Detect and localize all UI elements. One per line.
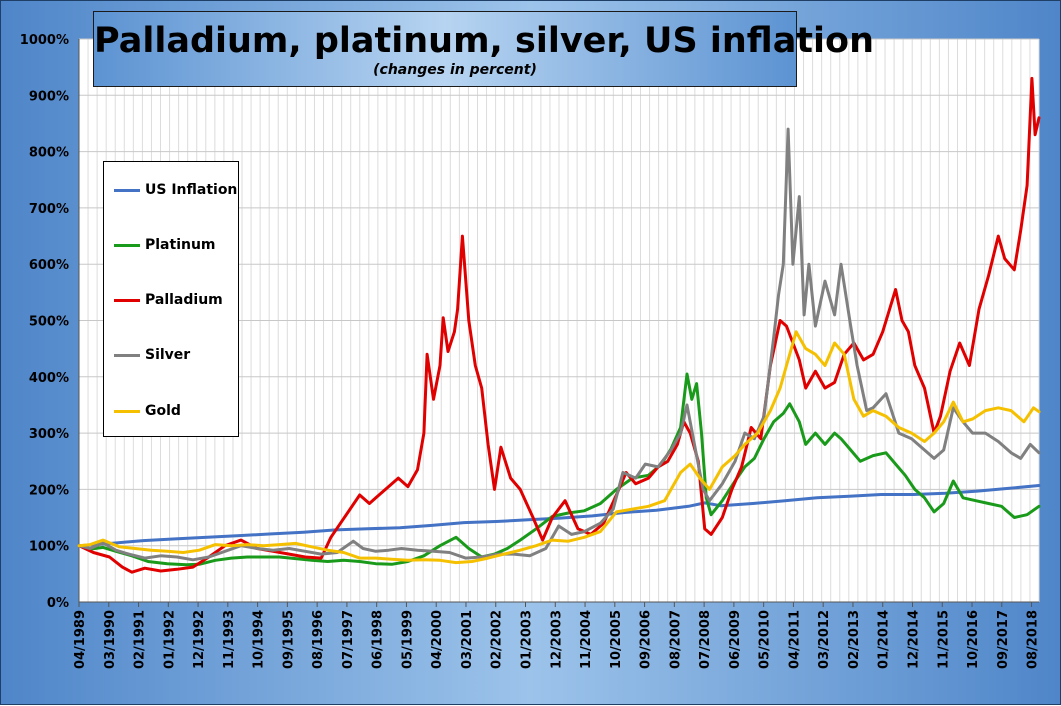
x-tick-label: 04/2011 (787, 610, 802, 669)
x-tick-label: 12/2014 (906, 610, 921, 669)
x-tick-label: 07/2008 (698, 610, 713, 669)
legend-item-silver: Silver (114, 345, 190, 365)
x-tick-label: 11/2015 (936, 610, 951, 669)
y-tick-label: 400% (29, 371, 69, 386)
x-tick-label: 03/2001 (460, 610, 475, 669)
series-line-gold (77, 330, 1041, 565)
y-tick-label: 100% (29, 540, 69, 555)
legend-label-gold: Gold (145, 403, 181, 419)
series-line-silver (77, 127, 1041, 562)
legend-item-platinum: Platinum (114, 235, 216, 255)
y-tick-label: 200% (29, 483, 69, 498)
y-tick-label: 700% (29, 202, 69, 217)
x-tick-label: 04/1989 (73, 610, 88, 669)
x-tick-label: 09/2017 (996, 610, 1011, 669)
legend: US Inflation Platinum Palladium Silver G… (103, 161, 239, 437)
legend-item-gold: Gold (114, 401, 181, 421)
x-tick-label: 05/1999 (400, 610, 415, 669)
x-tick-label: 08/2007 (668, 610, 683, 669)
x-tick-label: 01/2014 (877, 610, 892, 669)
legend-label-platinum: Platinum (145, 237, 216, 253)
x-tick-label: 02/2013 (847, 610, 862, 669)
x-tick-label: 08/1996 (311, 610, 326, 669)
x-tick-label: 09/1995 (281, 610, 296, 669)
x-tick-label: 12/2003 (549, 610, 564, 669)
x-tick-label: 04/2000 (430, 610, 445, 669)
x-tick-label: 08/2018 (1026, 610, 1041, 669)
series-line-us-inflation (77, 484, 1041, 548)
series-line-palladium (77, 76, 1041, 574)
x-tick-label: 10/2005 (609, 610, 624, 669)
legend-swatch-palladium (114, 298, 140, 302)
legend-label-palladium: Palladium (145, 292, 223, 308)
x-tick-label: 03/1990 (103, 610, 118, 669)
x-tick-label: 06/1998 (371, 610, 386, 669)
x-tick-label: 10/1994 (252, 610, 267, 669)
y-tick-label: 800% (29, 146, 69, 161)
legend-label-us-inflation: US Inflation (145, 182, 238, 198)
x-tick-label: 11/2004 (579, 610, 594, 669)
x-tick-label: 10/2016 (966, 610, 981, 669)
legend-swatch-silver (114, 353, 140, 357)
y-tick-label: 0% (47, 596, 69, 611)
chart-subtitle: (changes in percent) (373, 62, 537, 78)
x-tick-label: 01/2003 (520, 610, 535, 669)
x-tick-label: 12/1992 (192, 610, 207, 669)
legend-swatch-gold (114, 409, 140, 413)
y-tick-label: 1000% (20, 33, 69, 48)
y-tick-label: 900% (29, 89, 69, 104)
y-tick-label: 600% (29, 258, 69, 273)
x-tick-label: 06/2009 (728, 610, 743, 669)
y-tick-label: 300% (29, 427, 69, 442)
x-tick-label: 09/2006 (639, 610, 654, 669)
legend-swatch-platinum (114, 243, 140, 247)
legend-label-silver: Silver (145, 347, 191, 363)
title-box: Palladium, platinum, silver, US inflatio… (93, 11, 874, 87)
x-tick-label: 01/1992 (162, 610, 177, 669)
x-tick-label: 07/1997 (341, 610, 356, 669)
y-tick-label: 500% (29, 315, 69, 330)
x-tick-label: 02/1991 (133, 610, 148, 669)
legend-swatch-us-inflation (114, 188, 140, 192)
x-tick-label: 03/2012 (817, 610, 832, 669)
x-tick-label: 05/2010 (758, 610, 773, 669)
legend-item-us-inflation: US Inflation (114, 180, 237, 200)
x-tick-label: 11/1993 (222, 610, 237, 669)
legend-item-palladium: Palladium (114, 290, 223, 310)
x-tick-label: 02/2002 (490, 610, 505, 669)
chart-title: Palladium, platinum, silver, US inflatio… (94, 21, 874, 61)
